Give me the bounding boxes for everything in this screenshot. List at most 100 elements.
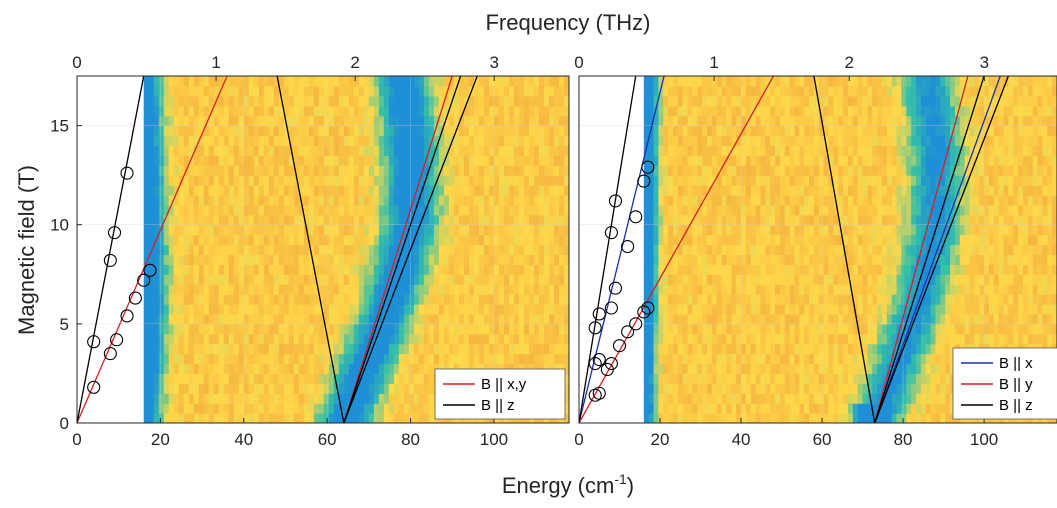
heatmap-cell: [268, 313, 275, 325]
heatmap-cell: [248, 185, 255, 196]
heatmap-cell: [473, 313, 480, 325]
heatmap-cell: [158, 333, 165, 345]
heatmap-cell: [318, 383, 325, 394]
heatmap-cell: [736, 413, 742, 423]
heatmap-cell: [668, 95, 674, 107]
heatmap-cell: [348, 353, 355, 365]
heatmap-cell: [707, 323, 713, 335]
heatmap-cell: [328, 76, 335, 87]
heatmap-cell: [268, 95, 275, 107]
heatmap-cell: [153, 353, 160, 365]
heatmap-cell: [553, 165, 560, 176]
heatmap-cell: [789, 383, 796, 394]
heatmap-cell: [553, 234, 560, 246]
heatmap-cell: [158, 353, 165, 365]
heatmap-cell: [438, 313, 445, 325]
data-point: [143, 263, 157, 277]
heatmap-cell: [508, 343, 515, 355]
heatmap-cell: [682, 115, 689, 127]
heatmap-cell: [775, 313, 781, 325]
heatmap-cell: [872, 224, 878, 236]
data-points: [87, 166, 157, 394]
heatmap-cell: [463, 204, 470, 216]
heatmap-cell: [872, 274, 878, 285]
heatmap-cell: [789, 95, 796, 107]
heatmap-cell: [784, 155, 791, 166]
heatmap-cell: [483, 224, 490, 236]
heatmap-cell: [333, 403, 340, 414]
heatmap-cell: [823, 125, 830, 137]
heatmap-cell: [741, 135, 747, 146]
heatmap-cell: [648, 323, 655, 335]
heatmap-cell: [218, 155, 225, 166]
heatmap-cell: [213, 323, 220, 335]
heatmap-cell: [901, 125, 907, 137]
heatmap-cell: [163, 115, 170, 127]
heatmap-cell: [896, 254, 903, 265]
heatmap-cell: [208, 224, 215, 236]
heatmap-cell: [248, 95, 255, 107]
heatmap-cell: [178, 224, 185, 236]
heatmap-cell: [726, 115, 732, 127]
heatmap-cell: [393, 185, 400, 196]
heatmap-cell: [648, 343, 655, 355]
heatmap-cell: [668, 165, 674, 176]
heatmap-cell: [463, 313, 470, 325]
heatmap-cell: [707, 204, 713, 216]
heatmap-cell: [882, 353, 888, 365]
heatmap-cell: [804, 294, 810, 305]
heatmap-cell: [363, 323, 370, 335]
heatmap-cell: [750, 413, 757, 423]
heatmap-cell: [716, 234, 723, 246]
heatmap-cell: [818, 333, 825, 345]
heatmap-cell: [358, 165, 365, 176]
heatmap-cell: [553, 214, 560, 226]
heatmap-cell: [711, 155, 718, 166]
heatmap-cell: [288, 204, 295, 216]
heatmap-cell: [278, 284, 285, 295]
heatmap-cell: [413, 85, 420, 97]
heatmap-cell: [716, 393, 723, 404]
heatmap-cell: [775, 185, 781, 196]
heatmap-cell: [193, 185, 200, 196]
heatmap-cell: [799, 95, 805, 107]
heatmap-cell: [518, 333, 525, 345]
heatmap-cell: [518, 304, 525, 315]
heatmap-cell: [413, 214, 420, 226]
heatmap-cell: [548, 234, 555, 246]
heatmap-cell: [508, 145, 515, 156]
heatmap-cell: [702, 274, 708, 285]
heatmap-cell: [692, 353, 698, 365]
heatmap-cell: [478, 214, 485, 226]
heatmap-cell: [528, 214, 535, 226]
heatmap-cell: [648, 333, 655, 345]
heatmap-cell: [268, 214, 275, 226]
heatmap-cell: [770, 413, 776, 423]
heatmap-cell: [799, 254, 805, 265]
heatmap-cell: [852, 323, 859, 335]
heatmap-cell: [298, 313, 305, 325]
heatmap-cell: [488, 224, 495, 236]
heatmap-cell: [823, 294, 830, 305]
heatmap-cell: [373, 244, 380, 256]
heatmap-cell: [408, 115, 415, 127]
heatmap-cell: [278, 194, 285, 206]
heatmap-cell: [188, 175, 195, 186]
heatmap-cell: [906, 403, 912, 414]
heatmap-cell: [765, 254, 771, 265]
heatmap-cell: [243, 274, 250, 285]
heatmap-cell: [458, 145, 465, 156]
heatmap-cell: [658, 204, 664, 216]
heatmap-cell: [373, 185, 380, 196]
heatmap-cell: [891, 413, 898, 423]
heatmap-cell: [378, 333, 385, 345]
heatmap-cell: [283, 393, 290, 404]
heatmap-cell: [558, 115, 565, 127]
heatmap-cell: [643, 373, 650, 384]
heatmap-cell: [413, 135, 420, 146]
heatmap-cell: [203, 95, 210, 107]
heatmap-cell: [473, 85, 480, 97]
top-tick-label: 3: [489, 53, 498, 72]
heatmap-cell: [760, 214, 766, 226]
heatmap-cell: [163, 254, 170, 265]
